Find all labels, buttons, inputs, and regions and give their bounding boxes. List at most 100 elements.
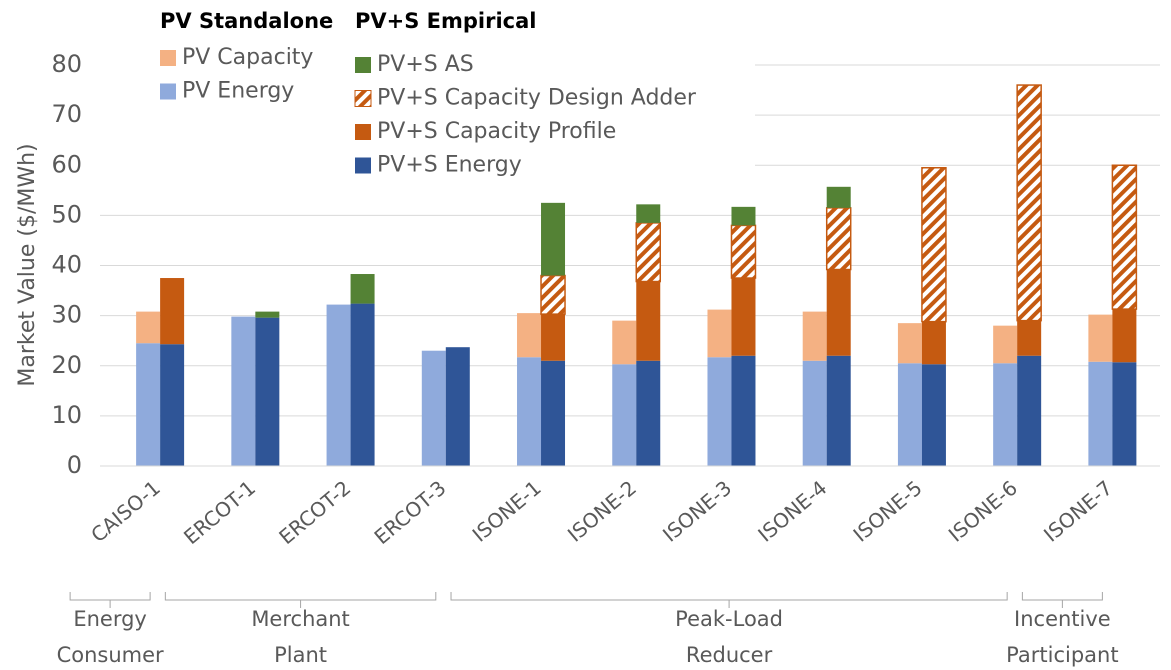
bar-segment xyxy=(160,344,185,466)
legend-label: PV+S Capacity Profile xyxy=(377,119,616,144)
x-tick-label: CAISO-1 xyxy=(86,476,165,547)
bar-segment xyxy=(897,363,922,466)
bar-segment xyxy=(541,202,566,276)
bar-segment xyxy=(517,357,542,466)
group-label: Reducer xyxy=(686,643,773,667)
bar-segment xyxy=(136,343,161,466)
bar-segment xyxy=(255,317,280,466)
y-tick-label: 30 xyxy=(51,301,82,329)
legend-title: PV Standalone xyxy=(160,9,333,33)
bar-segment xyxy=(826,355,851,466)
legend-label: PV Energy xyxy=(182,79,294,104)
x-tick-label: ISONE-4 xyxy=(753,476,831,547)
bar-segment xyxy=(517,313,542,358)
y-tick-label: 60 xyxy=(51,150,82,178)
bar-segment xyxy=(707,357,732,466)
bar-segment xyxy=(160,278,185,345)
bar-segment xyxy=(612,320,637,365)
bar-segment xyxy=(802,360,827,466)
x-tick-label: ERCOT-1 xyxy=(179,476,260,549)
group-label: Consumer xyxy=(57,643,164,667)
y-tick-label: 10 xyxy=(51,401,82,429)
x-tick-label: ISONE-2 xyxy=(563,476,641,547)
group-bracket xyxy=(1021,592,1103,608)
x-tick-label: ERCOT-3 xyxy=(370,476,451,549)
bar-segment xyxy=(445,347,470,466)
legend-label: PV Capacity xyxy=(182,45,313,70)
legend-background xyxy=(100,0,755,190)
bar-segment xyxy=(731,206,756,226)
x-tick-label: ISONE-5 xyxy=(849,476,927,547)
group-bracket xyxy=(164,592,437,608)
legend-label: PV+S Energy xyxy=(377,153,522,178)
bar-segment xyxy=(1111,164,1138,310)
bar-segment xyxy=(350,303,375,466)
group-label: Peak-Load xyxy=(675,607,783,631)
bar-segment xyxy=(231,316,256,466)
y-tick-label: 0 xyxy=(67,451,82,479)
bar-segment xyxy=(541,314,566,361)
bar-segment xyxy=(636,281,661,361)
bar-segment xyxy=(1112,362,1137,466)
bar-segment xyxy=(636,204,661,223)
bar-segment xyxy=(731,355,756,466)
legend-title: PV+S Empirical xyxy=(355,9,537,33)
bar-segment xyxy=(826,269,851,356)
x-tick-label: ISONE-6 xyxy=(944,476,1022,547)
y-axis-title: Market Value ($/MWh) xyxy=(15,143,40,386)
bar-segment xyxy=(826,186,851,208)
bar-segment xyxy=(921,167,947,323)
y-tick-label: 20 xyxy=(51,351,82,379)
bar-segment xyxy=(1112,309,1137,363)
bar-segment xyxy=(1017,355,1042,466)
bar-segment xyxy=(1017,320,1042,356)
y-tick-label: 70 xyxy=(51,100,82,128)
legend-swatch xyxy=(160,50,176,66)
group-label: Merchant xyxy=(251,607,349,631)
bar-segment xyxy=(1016,84,1042,322)
legend-label: PV+S AS xyxy=(377,52,474,77)
y-tick-label: 50 xyxy=(51,200,82,228)
bar-segment xyxy=(540,274,566,315)
group-bracket xyxy=(69,592,151,608)
bar-segment xyxy=(636,360,661,466)
legend-swatch xyxy=(355,157,371,174)
group-label: Energy xyxy=(73,607,147,631)
bar-segment xyxy=(897,323,922,364)
bar-segment xyxy=(1088,314,1113,362)
bar-segment xyxy=(993,363,1018,466)
x-tick-label: ISONE-3 xyxy=(658,476,736,547)
bar-segment xyxy=(730,224,757,279)
legend-swatch xyxy=(355,124,371,140)
bar-segment xyxy=(255,311,280,318)
bar-segment xyxy=(731,278,756,356)
x-tick-label: ERCOT-2 xyxy=(274,476,355,549)
legend-swatch xyxy=(160,83,176,100)
group-label: Participant xyxy=(1006,643,1118,667)
legend-swatch xyxy=(354,90,372,107)
x-tick-label: ISONE-1 xyxy=(468,476,546,547)
bar-segment xyxy=(707,309,732,358)
bar-segment xyxy=(326,304,351,466)
legend-label: PV+S Capacity Design Adder xyxy=(377,86,697,111)
bar-segment xyxy=(136,311,161,344)
group-bracket xyxy=(450,592,1008,608)
bar-segment xyxy=(635,222,661,283)
y-tick-label: 40 xyxy=(51,251,82,279)
bar-segment xyxy=(921,321,946,365)
bar-segment xyxy=(802,311,827,361)
bar-segment xyxy=(921,364,946,466)
bar-segment xyxy=(421,350,446,466)
bar-segment xyxy=(612,364,637,466)
bar-segment xyxy=(993,325,1018,364)
bar-segment xyxy=(825,207,852,271)
group-label: Plant xyxy=(274,643,327,667)
bar-segment xyxy=(541,360,566,466)
x-tick-label: ISONE-7 xyxy=(1039,476,1117,547)
y-tick-label: 80 xyxy=(51,50,82,78)
group-label: Incentive xyxy=(1014,607,1111,631)
bar-segment xyxy=(350,274,375,304)
legend-swatch xyxy=(355,57,371,73)
